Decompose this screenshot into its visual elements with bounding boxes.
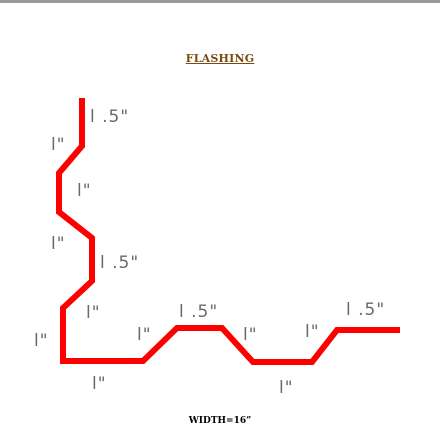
dim-label: l" — [279, 378, 294, 398]
dim-label: l" — [86, 303, 101, 323]
width-label: WIDTH=16” — [188, 416, 252, 426]
dim-label: l .5" — [346, 300, 385, 320]
dim-label: l" — [34, 331, 49, 351]
dim-label: l" — [92, 374, 107, 394]
top-border — [0, 0, 440, 3]
flashing-profile — [56, 98, 400, 365]
dim-label: l" — [51, 135, 66, 155]
dim-label: l .5" — [179, 302, 218, 322]
dim-label: l" — [137, 325, 152, 345]
diagram-title: FLASHING — [185, 52, 255, 65]
dim-label: l" — [51, 234, 66, 254]
dim-label: l" — [305, 322, 320, 342]
dim-label: l" — [243, 325, 258, 345]
dim-label: l .5" — [90, 107, 129, 127]
dim-label: l .5" — [100, 253, 139, 273]
dim-label: l" — [77, 181, 92, 201]
